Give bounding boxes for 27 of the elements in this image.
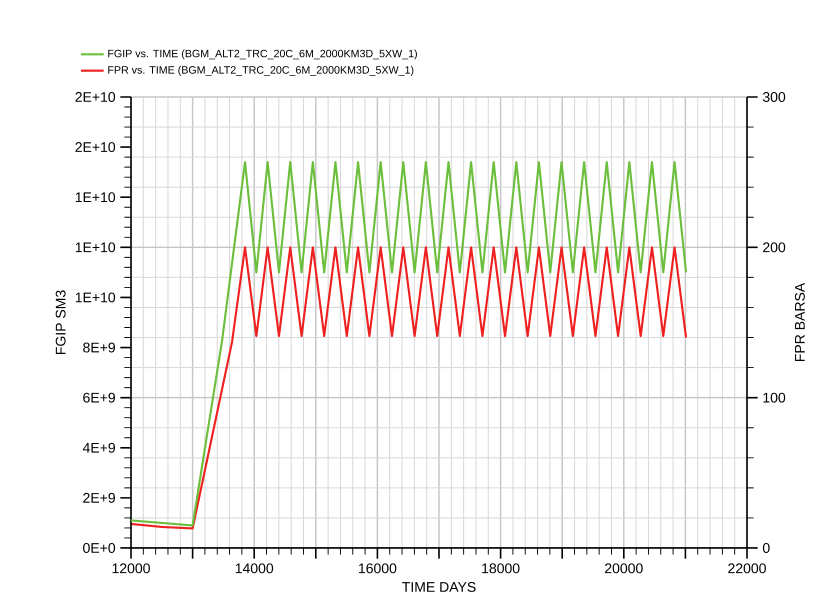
x-tick-label: 22000 (728, 563, 766, 574)
x-tick-label: 20000 (605, 563, 643, 574)
y2-tick-label: 300 (762, 92, 786, 102)
x-tick-label: 16000 (359, 563, 396, 574)
y2-tick-label: 100 (763, 392, 786, 403)
legend-label: FPR vs. TIME (BGM_ALT2_TRC_20C_6M_2000KM3D_5XW_1) (108, 66, 414, 76)
y-tick-label: 2E+10 (75, 142, 116, 152)
y2-tick-label: 0 (762, 543, 770, 553)
y2-axis-title: FPR BARSA (794, 282, 805, 362)
y-tick-label: 6E+9 (83, 392, 115, 403)
x-tick-label: 18000 (482, 563, 520, 574)
line-series (131, 246, 688, 530)
y-tick-label: 1E+10 (76, 242, 116, 252)
y-tick-label: 4E+9 (82, 442, 115, 453)
y-axis-title: FGIP SM3 (56, 290, 66, 354)
y-tick-label: 1E+10 (76, 192, 116, 202)
x-tick-label: 14000 (236, 563, 274, 574)
line-series (131, 161, 688, 527)
y-tick-label: 0E+0 (83, 543, 116, 553)
legend-label: FGIP vs. TIME (BGM_ALT2_TRC_20C_6M_2000KM3D_5XW_1) (108, 49, 417, 60)
y-tick-label: 2E+9 (83, 492, 115, 503)
x-tick-label: 12000 (112, 563, 150, 574)
y2-tick-label: 200 (763, 242, 786, 252)
y-tick-label: 2E+10 (75, 92, 116, 102)
x-axis-title: TIME DAYS (402, 582, 476, 592)
y-tick-label: 8E+9 (83, 342, 115, 353)
y-tick-label: 1E+10 (76, 292, 116, 302)
